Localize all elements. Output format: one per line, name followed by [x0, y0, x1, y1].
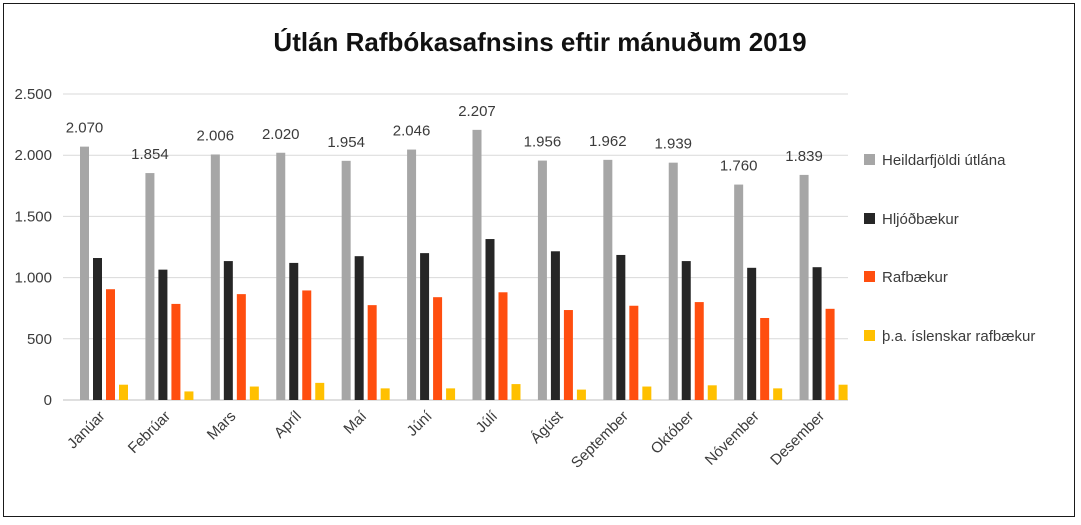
bar-mars-series-2	[223, 261, 233, 400]
bar-nóvember-series-1	[734, 184, 744, 400]
bar-mars-series-1	[210, 154, 220, 400]
bar-febrúar-series-4	[184, 391, 194, 400]
gridlines	[63, 93, 848, 401]
legend-swatch	[864, 271, 875, 282]
bar-janúar-series-3	[106, 289, 115, 400]
bar-febrúar-series-3	[171, 303, 181, 400]
bars	[80, 129, 848, 400]
bar-desember-series-4	[838, 384, 848, 400]
bar-mars-series-4	[249, 386, 259, 400]
data-label: 1.956	[524, 134, 562, 151]
bar-október-series-1	[668, 162, 678, 400]
y-tick-label: 1.500	[14, 208, 52, 225]
bar-september-series-1	[603, 159, 613, 400]
bar-janúar-series-4	[119, 384, 128, 400]
data-label: 1.939	[654, 136, 692, 153]
bar-desember-series-1	[799, 174, 809, 400]
bar-júlí-series-4	[511, 384, 521, 400]
bar-apríl-series-4	[315, 382, 325, 400]
x-tick-label: Apríl	[271, 408, 305, 442]
bar-nóvember-series-4	[773, 388, 783, 400]
data-label: 2.070	[66, 120, 104, 137]
bar-september-series-3	[629, 305, 639, 400]
data-label: 2.020	[262, 126, 300, 143]
y-tick-label: 500	[27, 331, 52, 348]
data-label: 1.839	[785, 148, 823, 165]
data-label: 2.046	[393, 123, 431, 140]
bar-apríl-series-1	[276, 152, 286, 400]
x-tick-label: Nóvember	[702, 408, 763, 469]
bar-febrúar-series-1	[145, 173, 155, 400]
data-label: 1.854	[131, 146, 169, 163]
legend-label: Heildarfjöldi útlána	[882, 152, 1006, 169]
data-label: 1.954	[327, 134, 365, 151]
bar-júlí-series-1	[472, 129, 482, 400]
x-tick-label: Október	[648, 408, 698, 458]
y-axis: 0 500 1.000 1.500 2.000 2.500	[14, 86, 52, 409]
bar-júlí-series-2	[485, 239, 495, 400]
bar-september-series-4	[642, 386, 652, 400]
bar-nóvember-series-2	[747, 267, 757, 400]
bar-mars-series-3	[236, 294, 246, 400]
bar-nóvember-series-3	[760, 317, 770, 400]
bar-maí-series-4	[380, 388, 390, 400]
data-label: 2.207	[458, 103, 496, 120]
bar-september-series-2	[616, 254, 626, 400]
bar-ágúst-series-4	[576, 389, 586, 400]
bar-júní-series-2	[420, 253, 430, 400]
bar-maí-series-3	[367, 305, 377, 400]
bar-október-series-2	[681, 261, 691, 400]
bar-apríl-series-2	[289, 262, 299, 400]
legend-label: Hljóðbækur	[882, 211, 959, 228]
legend-label: þ.a. íslenskar rafbækur	[882, 328, 1035, 345]
bar-október-series-3	[694, 302, 704, 400]
chart-title: Útlán Rafbókasafnsins eftir mánuðum 2019	[273, 27, 806, 57]
bar-febrúar-series-2	[158, 269, 168, 400]
bar-júlí-series-3	[498, 292, 508, 400]
data-label: 1.760	[720, 158, 758, 175]
bar-janúar-series-2	[93, 258, 102, 400]
x-tick-label: Maí	[340, 407, 370, 437]
bar-apríl-series-3	[302, 290, 312, 400]
bar-janúar-series-1	[80, 146, 89, 400]
legend-swatch	[864, 330, 875, 341]
x-tick-label: Júní	[404, 407, 437, 440]
x-tick-label: Júlí	[473, 407, 502, 436]
legend-swatch	[864, 213, 875, 224]
bar-ágúst-series-1	[537, 160, 547, 400]
data-label: 2.006	[197, 127, 235, 144]
bar-ágúst-series-2	[550, 251, 560, 400]
y-tick-label: 2.500	[14, 86, 52, 103]
x-tick-label: Desember	[767, 408, 828, 469]
x-axis: Janúar Febrúar Mars Apríl Maí Júní Júlí Ágúst Se…	[64, 407, 828, 471]
y-tick-label: 0	[44, 392, 52, 409]
y-tick-label: 2.000	[14, 147, 52, 164]
bar-maí-series-1	[341, 160, 351, 400]
x-tick-label: Ágúst	[527, 407, 567, 447]
bar-júní-series-4	[446, 388, 456, 400]
data-label: 1.962	[589, 133, 627, 150]
bar-ágúst-series-3	[563, 310, 573, 400]
x-tick-label: September	[568, 408, 632, 472]
bar-október-series-4	[707, 385, 717, 400]
x-tick-label: Janúar	[64, 408, 108, 452]
x-tick-label: Mars	[204, 408, 240, 444]
bar-desember-series-3	[825, 308, 835, 400]
bar-maí-series-2	[354, 256, 364, 400]
y-tick-label: 1.000	[14, 270, 52, 287]
bar-júní-series-3	[433, 297, 443, 400]
x-tick-label: Febrúar	[125, 408, 174, 457]
legend-label: Rafbækur	[882, 269, 948, 286]
legend: Heildarfjöldi útlána Hljóðbækur Rafbækur þ.…	[864, 152, 1035, 345]
bar-júní-series-1	[407, 149, 417, 400]
legend-swatch	[864, 154, 875, 165]
data-labels: 2.070 1.854 2.006 2.020 1.954 2.046 2.207 1.956…	[66, 103, 823, 175]
bar-desember-series-2	[812, 267, 822, 400]
